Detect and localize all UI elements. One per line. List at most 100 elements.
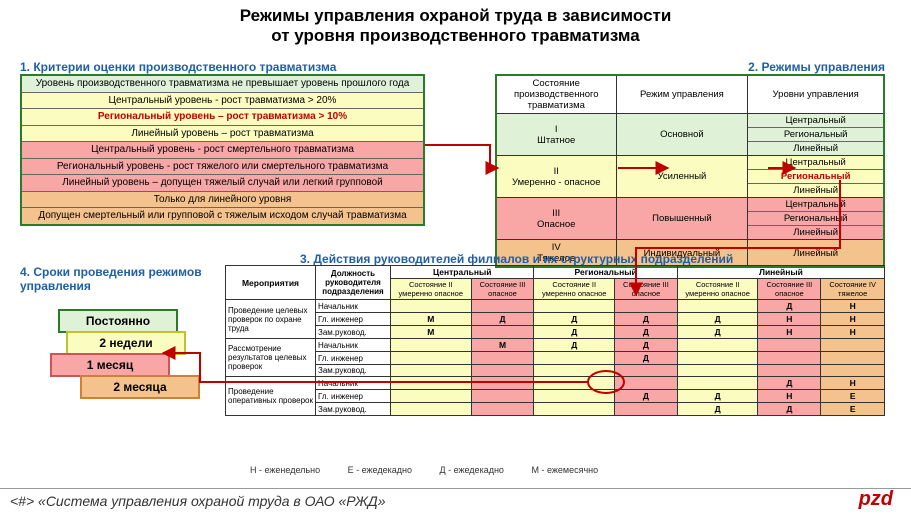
modes-header: Уровни управления (748, 75, 884, 114)
action-cell (471, 390, 534, 403)
state-header: Состояние III опасное (615, 279, 678, 300)
action-cell (615, 300, 678, 313)
role-name: Зам.руковод. (316, 365, 391, 377)
mode-name: Повышенный (616, 198, 748, 240)
action-cell (534, 377, 615, 390)
legend-d: Д - ежедекадно (439, 465, 503, 475)
legend: Н - еженедельно Е - ежедекадно Д - ежеде… (250, 465, 598, 475)
criteria-row: Региональный уровень - рост тяжелого или… (22, 158, 423, 175)
action-cell: Д (615, 313, 678, 326)
action-cell: Д (615, 326, 678, 339)
legend-m: М - ежемесячно (531, 465, 598, 475)
criteria-box: Уровень производственного травматизма не… (20, 74, 425, 226)
action-cell: Д (758, 300, 821, 313)
section4: 4. Сроки проведения режимов управления П… (20, 265, 220, 399)
action-cell: М (471, 339, 534, 352)
activity-name: Рассмотрение результатов целевых проверо… (226, 339, 316, 377)
footer-prefix: <#> (10, 493, 34, 509)
action-cell (471, 377, 534, 390)
mode-level: Региональный (748, 211, 883, 225)
criteria-row: Региональный уровень – рост травматизма … (22, 108, 423, 125)
action-cell: Д (758, 377, 821, 390)
action-cell: Д (534, 313, 615, 326)
state-header: Состояние II умеренно опасное (677, 279, 758, 300)
action-cell (391, 352, 472, 365)
criteria-row: Центральный уровень - рост смертельного … (22, 141, 423, 158)
timing-bar: 2 недели (66, 331, 186, 355)
action-cell (534, 300, 615, 313)
action-cell: Е (821, 390, 885, 403)
action-cell: Д (534, 339, 615, 352)
action-cell: Н (821, 313, 885, 326)
action-cell (534, 390, 615, 403)
role-name: Начальник (316, 377, 391, 390)
mode-level: Линейный (748, 183, 883, 197)
role-name: Гл. инженер (316, 313, 391, 326)
modes-header: Состояние производственного травматизма (496, 75, 616, 114)
action-cell: Д (758, 403, 821, 416)
mode-state: II Умеренно - опасное (496, 156, 616, 198)
legend-n: Н - еженедельно (250, 465, 320, 475)
action-cell (391, 377, 472, 390)
mode-level: Центральный (748, 198, 883, 211)
level-header: Линейный (677, 266, 884, 279)
mode-level: Линейный (748, 141, 883, 155)
mode-level: Региональный (748, 169, 883, 183)
action-cell: Д (615, 352, 678, 365)
state-header: Состояние III опасное (758, 279, 821, 300)
action-cell (391, 339, 472, 352)
action-cell: Д (534, 326, 615, 339)
action-cell: М (391, 313, 472, 326)
mode-levels: Линейный (748, 240, 884, 268)
action-cell (758, 352, 821, 365)
action-cell: Н (821, 377, 885, 390)
modes-header: Режим управления (616, 75, 748, 114)
action-cell (821, 339, 885, 352)
section4-label: 4. Сроки проведения режимов управления (20, 265, 220, 293)
state-header: Состояние II умеренно опасное (391, 279, 472, 300)
actions-table: МероприятияДолжность руководителя подраз… (225, 265, 885, 416)
action-cell: Д (677, 313, 758, 326)
action-cell (391, 390, 472, 403)
page-title: Режимы управления охраной труда в зависи… (0, 0, 911, 47)
action-cell: Н (821, 300, 885, 313)
criteria-row: Центральный уровень - рост травматизма >… (22, 92, 423, 109)
action-cell: Н (758, 326, 821, 339)
state-header: Состояние II умеренно опасное (534, 279, 615, 300)
footer: <#> «Система управления охраной труда в … (0, 488, 911, 516)
mode-levels: ЦентральныйРегиональныйЛинейный (748, 156, 884, 198)
action-cell (677, 377, 758, 390)
section3: МероприятияДолжность руководителя подраз… (225, 265, 885, 416)
action-cell: М (391, 326, 472, 339)
action-cell: Е (821, 403, 885, 416)
action-cell (391, 300, 472, 313)
role-name: Гл. инженер (316, 352, 391, 365)
criteria-row: Допущен смертельный или групповой с тяже… (22, 207, 423, 224)
mode-levels: ЦентральныйРегиональныйЛинейный (748, 198, 884, 240)
action-cell: Н (758, 390, 821, 403)
section1-label: 1. Критерии оценки производственного тра… (20, 60, 425, 74)
section2: 2. Режимы управления Состояние производс… (495, 60, 885, 268)
criteria-row: Линейный уровень – рост травматизма (22, 125, 423, 142)
action-cell (677, 352, 758, 365)
action-cell (534, 352, 615, 365)
action-cell (615, 365, 678, 377)
legend-e: Е - ежедекадно (348, 465, 412, 475)
action-cell: Д (615, 390, 678, 403)
mode-level: Линейный (748, 225, 883, 239)
mode-level: Линейный (748, 247, 883, 260)
action-cell (758, 339, 821, 352)
action-cell: Д (677, 403, 758, 416)
role-name: Зам.руковод. (316, 326, 391, 339)
action-cell: Д (471, 313, 534, 326)
rzd-logo: pzd (859, 488, 893, 511)
title-line1: Режимы управления охраной труда в зависи… (0, 6, 911, 26)
action-cell (677, 339, 758, 352)
action-cell: Д (615, 339, 678, 352)
action-cell (471, 403, 534, 416)
section3-label: 3. Действия руководителей филиалов и их … (300, 252, 733, 266)
mode-name: Основной (616, 114, 748, 156)
role-name: Начальник (316, 339, 391, 352)
mode-level: Центральный (748, 156, 883, 169)
action-cell: Н (821, 326, 885, 339)
